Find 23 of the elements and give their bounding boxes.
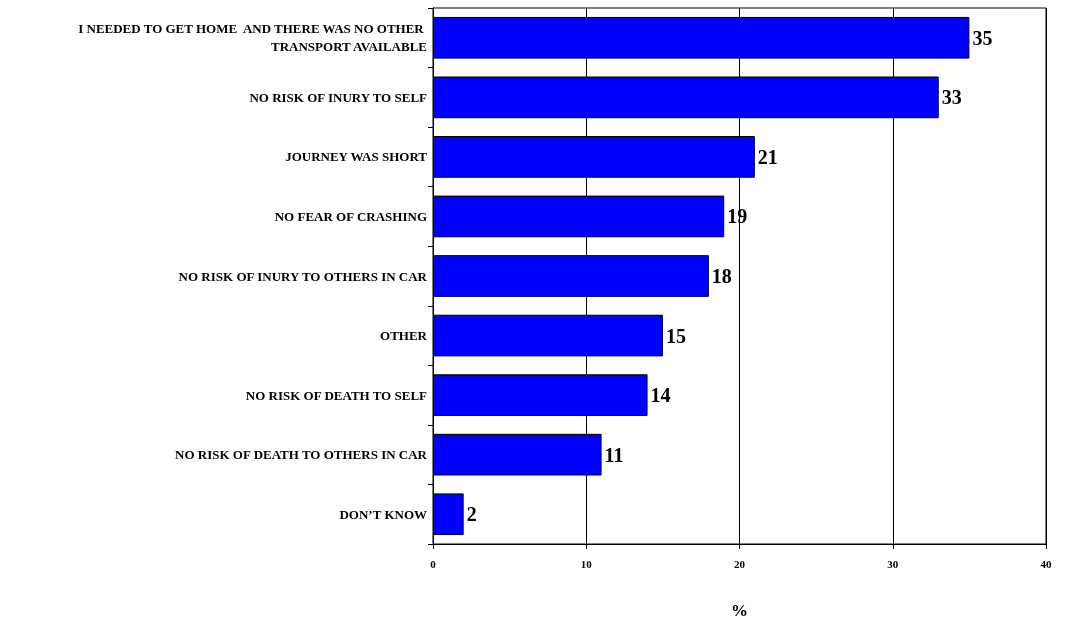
data-label: 21 [757, 145, 778, 168]
y-tick-label: OTHER [380, 328, 428, 344]
x-tick-label: 30 [887, 557, 899, 570]
y-tick-label: NO RISK OF DEATH TO OTHERS IN CAR [175, 447, 428, 463]
y-tick-label: NO FEAR OF CRASHING [274, 208, 427, 224]
y-tick-label: NO RISK OF INURY TO OTHERS IN CAR [178, 268, 428, 284]
x-tick-label: 20 [734, 557, 746, 570]
data-label: 11 [604, 443, 624, 466]
data-label: 18 [711, 265, 732, 287]
y-tick-label: NO RISK OF DEATH TO SELF [245, 387, 428, 403]
data-label: 35 [972, 26, 993, 49]
data-label: 15 [665, 324, 686, 347]
y-tick-label: DON’T KNOW [339, 506, 427, 522]
x-tick-label: 10 [580, 557, 593, 570]
data-label: 14 [650, 384, 671, 407]
y-tick-label: I NEEDED TO GET HOME AND THERE WAS NO OTHER TRANSPORT AVAILABLE [78, 21, 427, 55]
x-tick-label: 0 [430, 557, 437, 570]
x-axis-title: % [731, 601, 748, 620]
y-tick-label: NO RISK OF INURY TO SELF [249, 89, 428, 105]
data-label: 2 [466, 503, 477, 526]
data-label: 33 [941, 86, 962, 109]
x-tick-label: 40 [1040, 557, 1052, 570]
y-tick-label: JOURNEY WAS SHORT [285, 149, 428, 165]
